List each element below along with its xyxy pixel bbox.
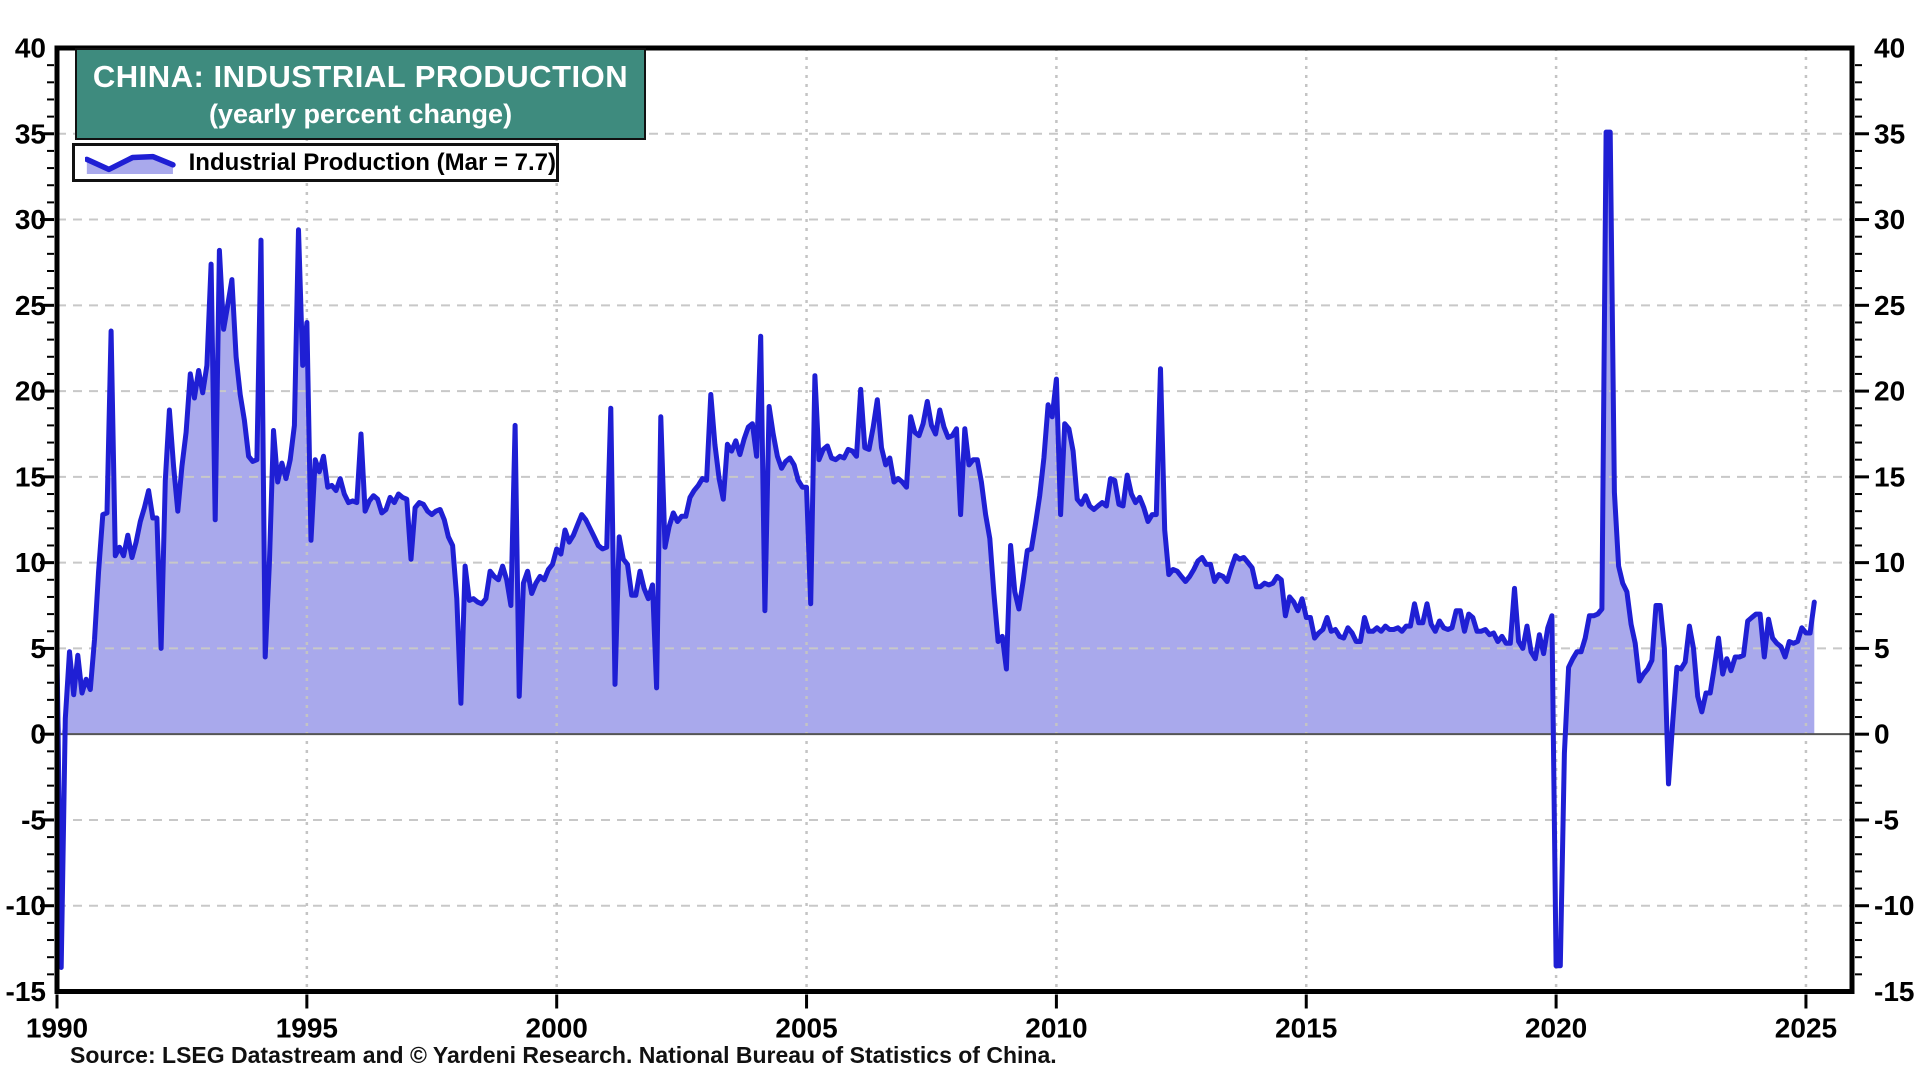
legend-area-swatch-icon — [85, 153, 176, 174]
plot-frame — [54, 45, 1855, 994]
y-tick-label: 10 — [1874, 547, 1905, 578]
y-tick-label: 0 — [1874, 719, 1890, 750]
y-tick-label: 15 — [15, 461, 46, 492]
y-tick-label: -10 — [6, 890, 46, 921]
y-tick-label: -5 — [21, 804, 46, 835]
y-tick-label: 25 — [1874, 290, 1905, 321]
y-tick-label: 25 — [15, 290, 46, 321]
x-axis-labels: 1990 1995 2000 2005 2010 2015 2020 2025 — [26, 1013, 1837, 1044]
y-tick-label: 40 — [1874, 33, 1905, 64]
x-tick-label: 2015 — [1275, 1013, 1337, 1044]
x-tick-label: 2010 — [1025, 1013, 1087, 1044]
y-tick-label: 30 — [15, 204, 46, 235]
x-tick-label: 2000 — [526, 1013, 588, 1044]
chart-subtitle: (yearly percent change) — [208, 98, 513, 129]
axis-ticks — [40, 64, 1869, 1009]
y-tick-label: 5 — [1874, 633, 1890, 664]
y-tick-label: 35 — [15, 118, 46, 149]
x-tick-label: 2005 — [775, 1013, 837, 1044]
legend-swatch-line — [85, 153, 176, 172]
legend-label: Industrial Production (Mar = 7.7) — [188, 148, 556, 176]
chart-title: CHINA: INDUSTRIAL PRODUCTION — [92, 58, 629, 94]
y-tick-label: 40 — [15, 33, 46, 64]
y-tick-label: 10 — [15, 547, 46, 578]
y-axis-labels-right: 40 35 30 25 20 15 10 5 0 -5 -10 -15 — [1874, 33, 1914, 1008]
y-tick-label: 0 — [30, 719, 46, 750]
area-fill — [57, 132, 1815, 735]
y-tick-label: -15 — [1874, 976, 1914, 1007]
y-axis-labels-left: 40 35 30 25 20 15 10 5 0 -5 -10 -15 — [6, 33, 46, 1008]
y-tick-label: 20 — [15, 376, 46, 407]
y-tick-label: -5 — [1874, 804, 1899, 835]
y-tick-label: 5 — [30, 633, 46, 664]
y-tick-label: -10 — [1874, 890, 1914, 921]
y-tick-label: 15 — [1874, 461, 1905, 492]
x-tick-label: 1990 — [26, 1013, 88, 1044]
y-tick-label: 35 — [1874, 118, 1905, 149]
chart-title-box: CHINA: INDUSTRIAL PRODUCTION (yearly per… — [75, 48, 646, 140]
x-tick-label: 2020 — [1525, 1013, 1587, 1044]
y-tick-label: -15 — [6, 976, 46, 1007]
x-tick-label: 2025 — [1775, 1013, 1837, 1044]
y-tick-label: 20 — [1874, 376, 1905, 407]
source-note: Source: LSEG Datastream and © Yardeni Re… — [70, 1042, 1057, 1068]
y-tick-label: 30 — [1874, 204, 1905, 235]
legend: Industrial Production (Mar = 7.7) — [72, 143, 559, 182]
series-line — [54, 129, 1817, 970]
x-tick-label: 1995 — [276, 1013, 338, 1044]
